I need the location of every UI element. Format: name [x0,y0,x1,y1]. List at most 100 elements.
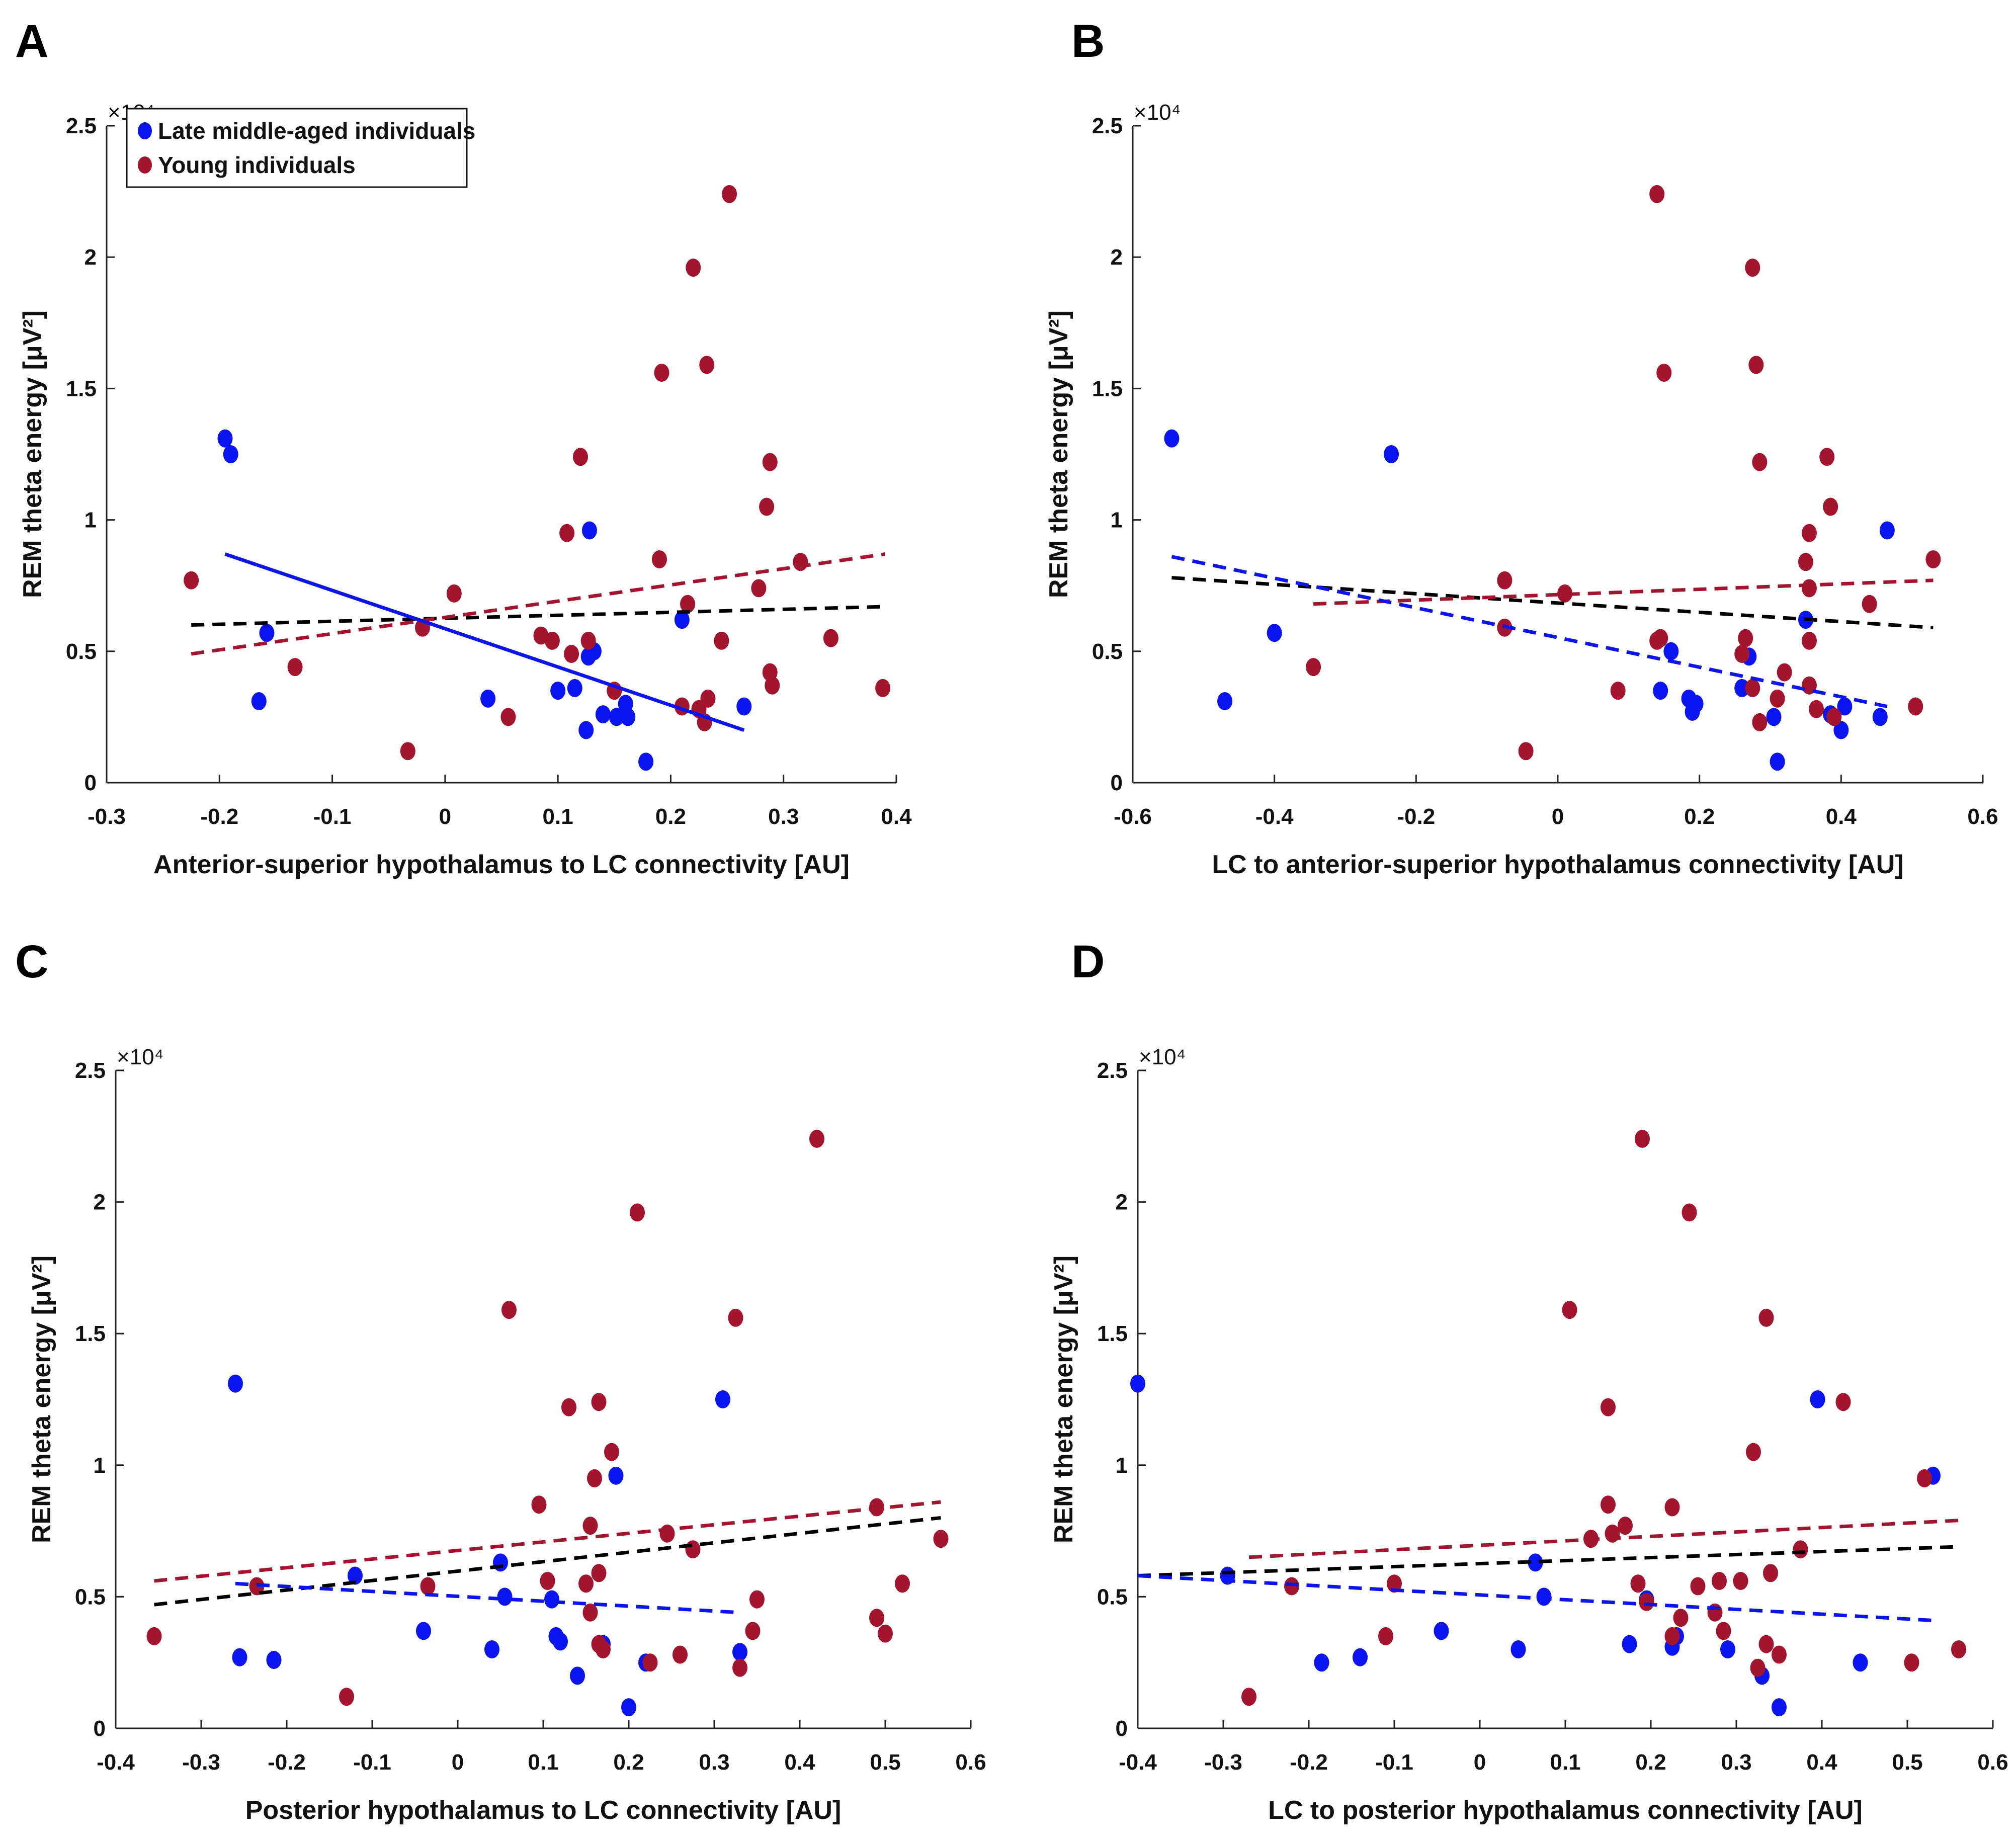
point-late-middle-aged [1510,1640,1526,1659]
point-late-middle-aged [1622,1635,1637,1653]
point-young [1241,1688,1256,1706]
point-late-middle-aged [1217,692,1233,711]
point-young [1712,1572,1727,1591]
point-young [1664,1627,1680,1645]
series-young [184,185,891,761]
point-late-middle-aged [228,1374,243,1393]
legend-label-late-middle-aged: Late middle-aged individuals [158,118,475,144]
y-axis-title: REM theta energy [μV²] [1049,1256,1078,1543]
point-young [1635,1130,1650,1148]
series-late-middle-aged [228,1374,747,1717]
point-young [1690,1577,1706,1596]
point-late-middle-aged [251,692,267,711]
panel-letter-a: A [15,16,49,67]
fit-line-late-middle-aged [224,552,745,732]
point-young [654,364,669,382]
y-tick-label: 1 [94,1453,106,1478]
point-late-middle-aged [223,445,238,463]
point-young [582,1517,598,1535]
x-tick-label: 0.4 [881,804,912,829]
y-tick-label: 0 [85,771,97,795]
point-late-middle-aged [550,682,566,700]
point-young [1745,259,1760,277]
point-young [1518,742,1534,761]
point-late-middle-aged [1130,1374,1145,1393]
point-young [823,629,838,647]
point-late-middle-aged [595,705,611,724]
point-young [1917,1469,1932,1487]
fit-line-young [1313,578,1934,606]
point-late-middle-aged [567,679,582,697]
chart-panel-d: -0.4 -0.3 -0.2 -0.1 0 0.1 0.2 0.3 0.4 0.5 0.6 0 0.5 1… [1049,1045,2008,1825]
point-young [500,708,516,726]
legend: Late middle-aged individuals Young indivi… [126,108,475,188]
point-young [1758,1308,1774,1327]
point-young [751,579,767,598]
point-late-middle-aged [1528,1553,1543,1572]
point-young [749,1590,765,1609]
x-tick-label: 0 [1552,804,1564,829]
x-tick-label: 0.2 [1684,804,1715,829]
point-young [1734,645,1750,663]
point-late-middle-aged [638,752,654,771]
point-young [1748,356,1764,374]
point-young [580,631,596,650]
point-late-middle-aged [1663,642,1679,660]
fit-line-overall [154,1516,941,1607]
point-young [1656,364,1672,382]
point-young [561,1398,576,1416]
fit-line-overall [191,605,885,627]
x-tick-label: 0.1 [543,804,573,829]
x-tick-label: 0.3 [699,1750,729,1775]
y-tick-label: 1 [85,508,97,533]
point-young [1750,1658,1766,1677]
x-tick-label: -0.4 [1119,1750,1157,1775]
point-young [685,1540,701,1559]
x-tick-label: 0.5 [870,1750,900,1775]
x-axis-title: LC to posterior hypothalamus connectivit… [1268,1796,1863,1825]
x-tick-label: -0.2 [1290,1750,1328,1775]
point-young [1752,453,1768,471]
point-young [1908,697,1923,716]
point-young [1801,631,1817,650]
point-young [875,679,891,697]
y-tick-label: 2 [1116,1190,1128,1215]
x-tick-label: 0.4 [1806,1750,1837,1775]
legend-label-young: Young individuals [158,152,356,178]
point-young [869,1609,884,1627]
point-late-middle-aged [1853,1653,1868,1672]
point-young [1793,1540,1808,1559]
point-young [1387,1574,1402,1593]
point-late-middle-aged [493,1553,508,1572]
point-young [673,1645,688,1664]
x-tick-label: -0.3 [1204,1750,1242,1775]
series-young [1241,1130,1966,1706]
point-young [1745,679,1760,697]
point-late-middle-aged [732,1643,747,1661]
point-late-middle-aged [1872,708,1888,726]
x-tick-label: -0.3 [88,804,126,829]
point-young [400,742,415,761]
point-young [1562,1301,1577,1319]
x-tick-label: 0.4 [1826,804,1857,829]
point-young [1618,1517,1633,1535]
y-tick-label: 0 [1111,771,1123,795]
x-tick-label: -0.2 [1397,804,1435,829]
point-young [1758,1635,1774,1653]
point-young [765,676,780,695]
y-multiplier-label: ×10⁴ [117,1045,164,1069]
point-late-middle-aged [580,647,596,666]
point-late-middle-aged [1536,1587,1552,1606]
point-young [1770,689,1785,708]
fit-line-late-middle-aged [1171,555,1888,708]
y-tick-label: 2.5 [1097,1058,1128,1083]
point-late-middle-aged [674,611,690,629]
point-late-middle-aged [1770,752,1785,771]
point-young [1682,1203,1697,1222]
y-tick-label: 2 [1111,245,1123,270]
chart-panel-b: -0.6 -0.4 -0.2 0 0.2 0.4 0.6 0 0.5 1 1.5 2 2.5 ×10⁴ LC… [1044,100,1998,879]
point-young [762,453,778,471]
y-axis-title: REM theta energy [μV²] [27,1256,56,1543]
y-tick-label: 0 [1116,1716,1128,1741]
point-late-middle-aged [621,1698,636,1717]
